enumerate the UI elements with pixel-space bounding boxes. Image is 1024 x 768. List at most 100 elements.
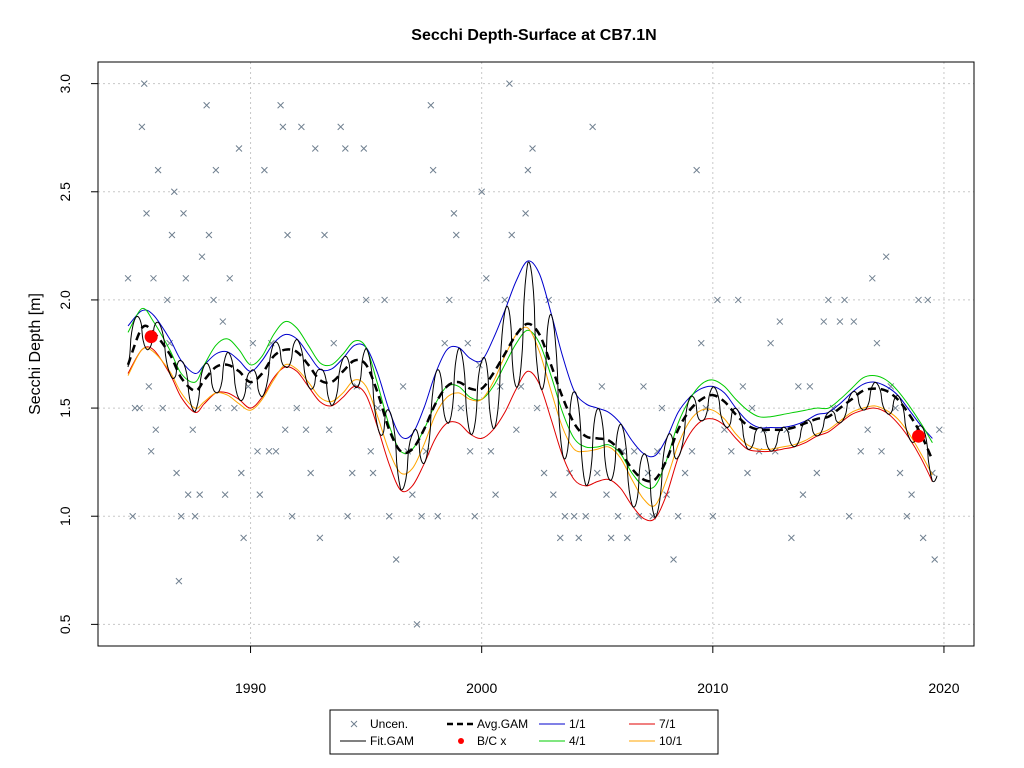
observation-point	[198, 253, 206, 261]
observation-point	[506, 80, 513, 87]
observation-point	[748, 404, 756, 412]
observation-point	[408, 491, 416, 498]
observation-point	[582, 512, 590, 520]
observation-point	[556, 534, 564, 542]
observation-point	[367, 447, 375, 455]
observation-point	[549, 491, 557, 498]
observation-point	[529, 145, 536, 152]
series-line-1-1	[127, 260, 933, 458]
observation-point	[575, 534, 583, 542]
observation-point	[163, 296, 171, 304]
legend-entry: B/C x	[458, 734, 506, 748]
observation-point	[427, 101, 435, 109]
observation-point	[825, 296, 832, 304]
observation-point	[221, 491, 229, 498]
x-tick-label: 2010	[697, 680, 728, 696]
observation-point	[249, 339, 257, 347]
observation-point	[143, 210, 150, 217]
observation-point	[307, 469, 314, 477]
observation-point	[794, 383, 802, 390]
observation-point	[492, 491, 499, 498]
observation-point	[727, 447, 735, 455]
observation-point	[640, 383, 647, 390]
observation-point	[896, 469, 904, 477]
observation-point	[237, 469, 245, 477]
observation-point	[739, 383, 747, 390]
observation-point	[325, 426, 333, 434]
x-axis: 1990 2000 2010 2020	[235, 646, 960, 696]
observation-point	[887, 383, 895, 390]
legend-label: 1/1	[569, 717, 586, 731]
series-line-7-1	[127, 346, 933, 522]
legend-label: Fit.GAM	[370, 734, 414, 748]
observation-point	[915, 296, 922, 304]
observation-point	[533, 404, 541, 412]
observation-point	[321, 231, 328, 239]
observation-point	[348, 469, 356, 477]
observation-point	[284, 231, 291, 239]
observation-point	[311, 145, 319, 152]
observation-point	[182, 274, 190, 282]
observation-point	[820, 318, 828, 325]
observation-point	[693, 166, 700, 174]
observation-point	[653, 447, 661, 455]
x-tick-label: 2000	[466, 680, 497, 696]
observation-point	[674, 512, 682, 520]
observation-point	[496, 383, 504, 390]
observation-point	[418, 512, 425, 520]
observation-point	[136, 404, 143, 412]
observation-point	[272, 447, 280, 455]
observation-point	[177, 512, 185, 520]
observation-point	[341, 145, 349, 152]
plot-border	[97, 61, 975, 647]
observation-point	[302, 426, 310, 434]
observation-point	[265, 447, 273, 455]
observation-point	[452, 231, 460, 239]
observation-point	[607, 534, 615, 542]
legend-entry: 4/1	[539, 734, 586, 748]
y-tick-label: 2.5	[57, 182, 73, 202]
observation-point	[196, 491, 204, 498]
observation-point	[175, 577, 183, 585]
observation-point	[180, 210, 187, 217]
observation-point	[868, 274, 876, 282]
observation-point	[152, 426, 160, 434]
observation-point	[381, 296, 388, 304]
legend-swatch	[350, 720, 358, 728]
observation-point	[279, 123, 287, 131]
chart-title: Secchi Depth-Surface at CB7.1N	[411, 27, 656, 44]
bc-point	[144, 330, 158, 344]
y-tick-label: 0.5	[57, 614, 73, 634]
observation-point	[205, 231, 213, 239]
observation-point	[344, 512, 351, 520]
y-tick-label: 2.0	[57, 290, 73, 310]
x-tick-label: 1990	[235, 680, 266, 696]
observation-point	[147, 447, 155, 455]
observation-point	[441, 339, 449, 347]
observation-point	[635, 512, 643, 520]
legend-label: 7/1	[659, 717, 676, 731]
observation-point	[501, 296, 509, 304]
observation-point	[293, 404, 301, 412]
observation-point	[277, 101, 284, 109]
series-line-4-1	[127, 307, 933, 489]
observation-point	[829, 404, 837, 412]
legend-entry: Avg.GAM	[447, 717, 528, 731]
observation-point	[767, 339, 774, 347]
observation-point	[261, 166, 268, 174]
observation-point	[806, 383, 814, 390]
y-axis: 0.5 1.0 1.5 2.0 2.5 3.0	[57, 74, 98, 634]
observation-point	[231, 404, 238, 412]
observation-point	[841, 296, 848, 304]
observation-point	[697, 339, 705, 347]
observation-point	[771, 447, 779, 455]
observation-point	[450, 210, 458, 217]
observation-point	[316, 534, 324, 542]
observation-point	[330, 339, 338, 347]
observation-point	[850, 318, 858, 325]
bc-point	[912, 429, 926, 443]
observation-point	[931, 556, 939, 563]
observation-point	[168, 231, 176, 239]
observation-point	[466, 447, 474, 455]
legend-entry: Uncen.	[350, 717, 408, 731]
